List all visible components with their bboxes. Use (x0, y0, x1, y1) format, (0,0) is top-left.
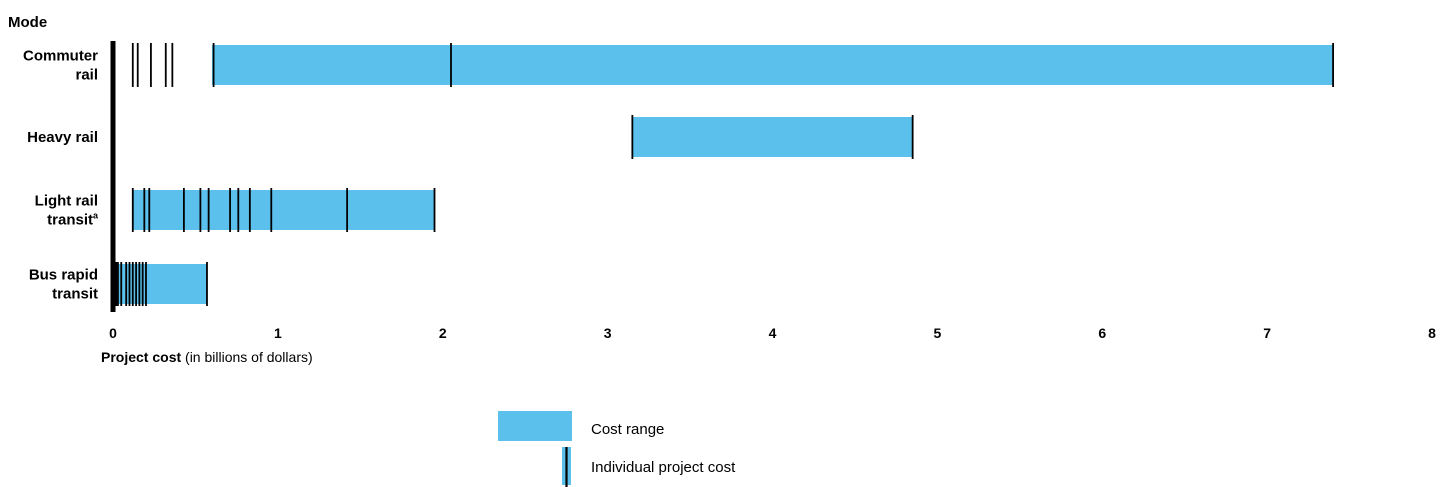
x-tick-label: 8 (1428, 325, 1436, 341)
x-tick-label: 3 (604, 325, 612, 341)
row-1 (631, 115, 914, 159)
bars-layer (115, 43, 1334, 306)
cost-range-bar (211, 45, 1334, 85)
legend-cost-range-swatch (498, 411, 572, 441)
x-tick-label: 6 (1098, 325, 1106, 341)
legend: Cost range Individual project cost (498, 411, 736, 487)
x-axis-title-bold: Project cost (101, 349, 181, 365)
cost-range-bar (116, 264, 207, 304)
x-axis-title-unit: (in billions of dollars) (181, 349, 313, 365)
cost-range-bar (132, 190, 435, 230)
x-tick-label: 5 (933, 325, 941, 341)
legend-individual-project-label: Individual project cost (591, 459, 736, 476)
cost-range-bar (632, 117, 913, 157)
category-label-line: Bus rapid (29, 267, 98, 284)
category-label-line: transit (52, 286, 98, 303)
x-tick-label: 2 (439, 325, 447, 341)
x-tick-label: 0 (109, 325, 117, 341)
category-label-line: Heavy rail (27, 129, 98, 146)
row-0 (131, 43, 1334, 87)
category-label-line: Commuter (23, 48, 98, 65)
x-tick-labels: 0 1 2 3 4 5 6 7 8 (109, 325, 1436, 341)
x-tick-label: 7 (1263, 325, 1271, 341)
category-label-line: Light rail (35, 193, 98, 210)
mode-label: Mode (8, 14, 47, 31)
x-axis-title: Project cost (in billions of dollars) (101, 349, 313, 365)
x-tick-label: 1 (274, 325, 282, 341)
row-3 (115, 262, 208, 306)
row-2 (131, 188, 436, 232)
category-label-line: transita (47, 211, 99, 229)
footnote-marker: a (93, 211, 99, 221)
legend-cost-range-label: Cost range (591, 421, 664, 438)
x-tick-label: 4 (769, 325, 777, 341)
category-label-line: rail (75, 67, 98, 84)
